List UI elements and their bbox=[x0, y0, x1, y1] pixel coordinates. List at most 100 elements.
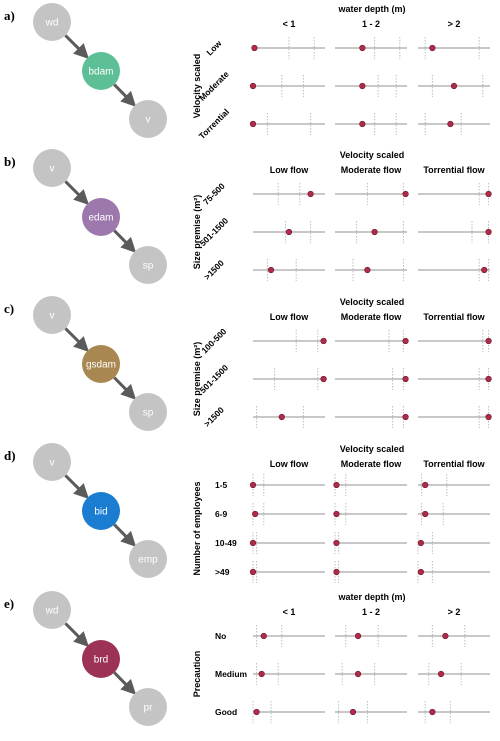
row-label: 6-9 bbox=[215, 509, 228, 519]
parent-node-1-label: v bbox=[50, 311, 55, 322]
estimate-point bbox=[402, 413, 409, 421]
estimate-point bbox=[437, 670, 445, 678]
dag-arrow-2 bbox=[113, 523, 137, 547]
estimate-point bbox=[442, 632, 449, 640]
child-node-label: pr bbox=[144, 703, 154, 714]
row-label: 100-500 bbox=[199, 326, 228, 355]
estimate-point bbox=[333, 539, 340, 547]
column-label: Low flow bbox=[270, 459, 309, 469]
panel-label: a) bbox=[4, 8, 15, 23]
estimate-point bbox=[333, 568, 340, 576]
column-label: Low flow bbox=[270, 165, 309, 175]
child-node bbox=[129, 688, 167, 726]
row-label: 501-1500 bbox=[198, 362, 231, 395]
dag-arrow-1 bbox=[64, 474, 89, 499]
column-label: Torrential flow bbox=[423, 459, 485, 469]
estimate-point bbox=[359, 44, 366, 52]
parent-node-1 bbox=[33, 149, 71, 187]
estimate-point bbox=[285, 228, 293, 236]
column-label: > 2 bbox=[448, 19, 461, 29]
row-axis-title: Size premise (m²) bbox=[192, 195, 202, 270]
row-axis-title: Size premise (m²) bbox=[192, 342, 202, 417]
estimate-point bbox=[364, 266, 371, 274]
child-node-label: v bbox=[146, 115, 151, 126]
target-node-label: brd bbox=[94, 655, 108, 666]
parent-node-1 bbox=[33, 591, 71, 629]
row-label: Good bbox=[215, 707, 237, 717]
panel-3: c) v gsdam sp Velocity scaled Low flow Moderat… bbox=[4, 296, 492, 431]
estimate-point bbox=[402, 375, 409, 383]
child-node-label: emp bbox=[138, 555, 158, 566]
estimate-point bbox=[320, 337, 327, 345]
parent-node-1 bbox=[33, 3, 71, 41]
panel-5: e) wd brd pr water depth (m) < 1 1 - 2 > 2 Preca… bbox=[4, 591, 490, 726]
panel-label: d) bbox=[4, 448, 16, 463]
dag-arrow-2 bbox=[113, 83, 137, 107]
row-label: No bbox=[215, 631, 226, 641]
child-node bbox=[129, 393, 167, 431]
row-axis-title: Number of employees bbox=[192, 481, 202, 575]
estimate-point bbox=[359, 82, 366, 90]
dag-arrow-1 bbox=[64, 180, 89, 205]
row-label: 1-5 bbox=[215, 480, 228, 490]
row-label: Low bbox=[204, 38, 223, 57]
panel-label: b) bbox=[4, 154, 16, 169]
target-node bbox=[82, 345, 120, 383]
dag-arrow-2 bbox=[113, 229, 137, 253]
child-node bbox=[129, 100, 167, 138]
target-node-label: bdam bbox=[88, 67, 113, 78]
estimate-point bbox=[333, 481, 340, 489]
target-node bbox=[82, 52, 120, 90]
panel-label: c) bbox=[4, 301, 14, 316]
target-node bbox=[82, 198, 120, 236]
row-label: Medium bbox=[215, 669, 248, 679]
estimate-point bbox=[429, 44, 436, 52]
column-label: 1 - 2 bbox=[362, 607, 380, 617]
header-title: water depth (m) bbox=[337, 4, 405, 14]
parent-node-1-label: v bbox=[50, 458, 55, 469]
target-node-label: gsdam bbox=[86, 360, 116, 371]
estimate-point bbox=[267, 266, 275, 274]
dag-arrow-1 bbox=[64, 34, 89, 59]
estimate-point bbox=[485, 190, 492, 198]
estimate-point bbox=[258, 670, 265, 678]
column-label: Torrential flow bbox=[423, 312, 485, 322]
column-label: Low flow bbox=[270, 312, 309, 322]
row-label: 10-49 bbox=[215, 538, 237, 548]
estimate-point bbox=[422, 510, 429, 518]
header-title: Velocity scaled bbox=[340, 444, 405, 454]
estimate-point bbox=[253, 708, 260, 716]
dag-arrow-1 bbox=[64, 622, 89, 647]
parent-node-1 bbox=[33, 296, 71, 334]
header-title: Velocity scaled bbox=[340, 297, 405, 307]
estimate-point bbox=[417, 539, 424, 547]
column-label: > 2 bbox=[448, 607, 461, 617]
target-node bbox=[82, 640, 120, 678]
estimate-point bbox=[447, 120, 454, 128]
panel-4: d) v bid emp Velocity scaled Low flow Moderate… bbox=[4, 443, 490, 583]
estimate-point bbox=[249, 82, 257, 90]
target-node-label: bid bbox=[94, 507, 107, 518]
header-title: water depth (m) bbox=[337, 592, 405, 602]
dag-arrow-1 bbox=[64, 327, 89, 352]
column-label: Torrential flow bbox=[423, 165, 485, 175]
estimate-point bbox=[402, 337, 409, 345]
child-node-label: sp bbox=[143, 408, 154, 419]
row-label: >1500 bbox=[202, 258, 226, 282]
estimate-point bbox=[485, 228, 492, 236]
row-axis-title: Precaution bbox=[192, 651, 202, 698]
estimate-point bbox=[450, 82, 458, 90]
child-node bbox=[129, 246, 167, 284]
parent-node-1-label: wd bbox=[45, 18, 59, 29]
target-node bbox=[82, 492, 120, 530]
estimate-point bbox=[320, 375, 327, 383]
parent-node-1-label: v bbox=[50, 164, 55, 175]
parent-node-1 bbox=[33, 443, 71, 481]
header-title: Velocity scaled bbox=[340, 150, 405, 160]
row-label: 75-500 bbox=[201, 181, 227, 207]
estimate-point bbox=[249, 120, 257, 128]
estimate-point bbox=[417, 568, 424, 576]
estimate-point bbox=[251, 44, 258, 52]
row-label: >1500 bbox=[202, 405, 226, 429]
